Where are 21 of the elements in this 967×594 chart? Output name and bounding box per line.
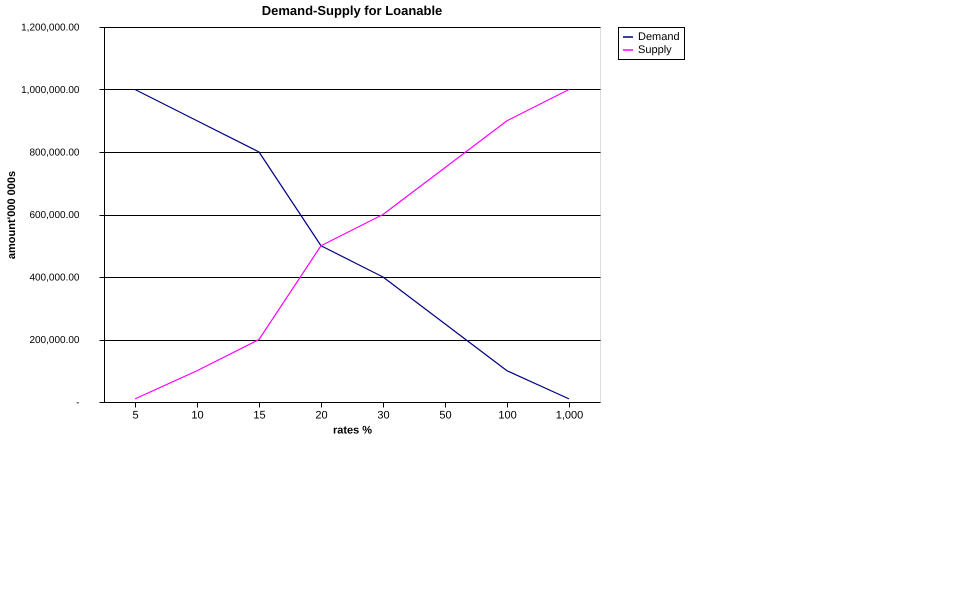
y-tick-label: 200,000.00 xyxy=(29,335,80,346)
y-tick-label: - xyxy=(76,398,80,408)
x-tick-label: 50 xyxy=(439,410,452,422)
x-axis-title: rates % xyxy=(332,424,372,436)
x-tick-label: 30 xyxy=(377,410,390,422)
x-tick-label: 100 xyxy=(498,410,517,422)
y-tick-label: 1,000,000.00 xyxy=(21,85,80,96)
y-tick-label: 400,000.00 xyxy=(29,272,80,284)
x-tick-label: 20 xyxy=(315,410,328,422)
x-tick-label: 5 xyxy=(132,410,139,422)
y-axis-title: amount'000 000s xyxy=(6,170,18,260)
x-tick-label: 1,000 xyxy=(556,410,584,422)
x-tick-label: 15 xyxy=(253,410,266,422)
line-series xyxy=(134,88,570,400)
y-tick-label: 800,000.00 xyxy=(29,148,80,158)
x-tick-label: 10 xyxy=(191,410,204,422)
legend-label: Demand xyxy=(638,31,680,43)
legend-label: Supply xyxy=(638,44,672,56)
chart-title: Demand-Supply for Loanable xyxy=(262,3,442,18)
y-tick-label: 600,000.00 xyxy=(29,210,80,221)
y-tick-label: 1,200,000.00 xyxy=(21,22,80,34)
